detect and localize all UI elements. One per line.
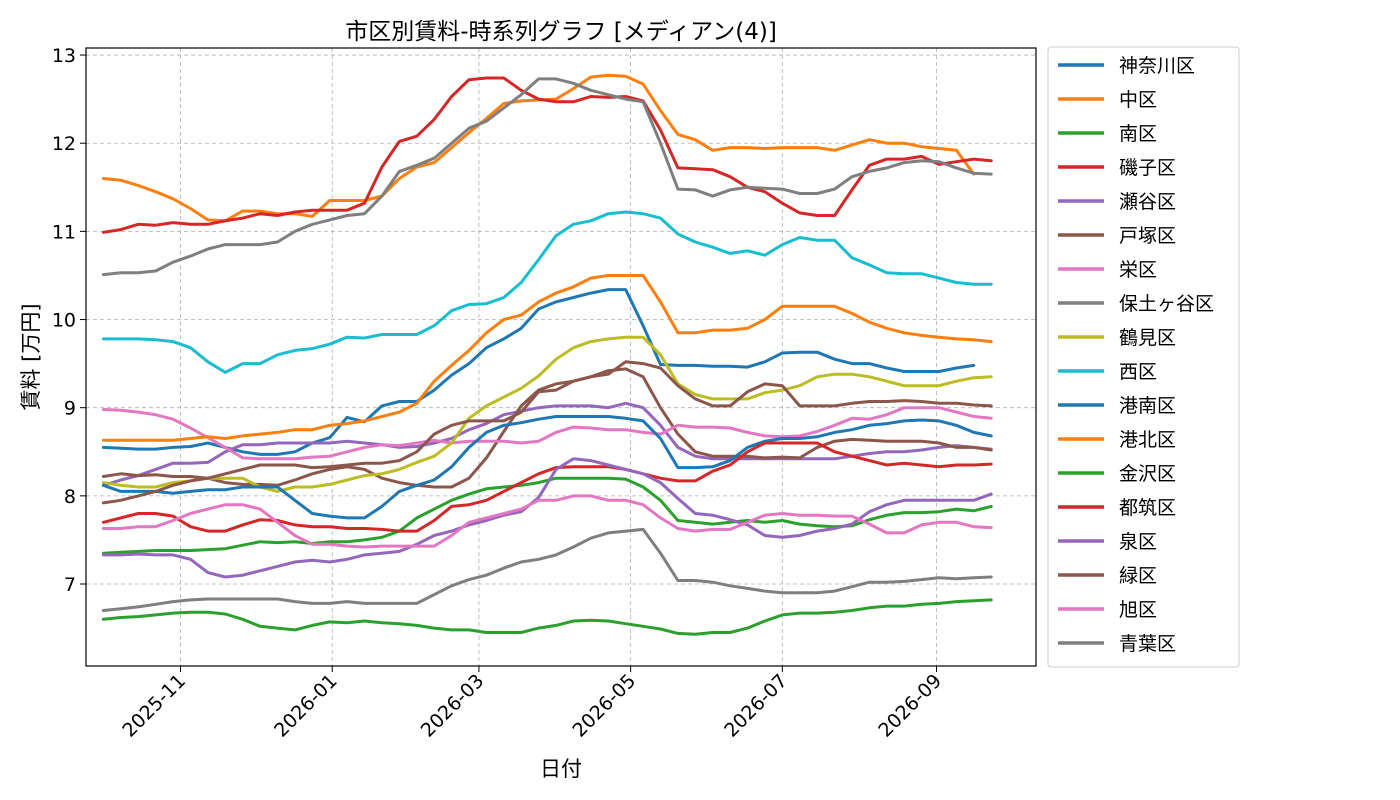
legend-label-17: 青葉区 bbox=[1119, 633, 1176, 655]
series-line-14 bbox=[101, 457, 993, 579]
legend-label-15: 緑区 bbox=[1119, 565, 1157, 587]
legend-label-13: 都筑区 bbox=[1119, 497, 1176, 519]
y-tick-label: 7 bbox=[64, 574, 76, 596]
x-tick-label: 2026-03 bbox=[417, 670, 489, 742]
legend: 神奈川区中区南区磯子区瀬谷区戸塚区栄区保土ヶ谷区鶴見区西区港南区港北区金沢区都筑… bbox=[1047, 46, 1240, 668]
series-line-6 bbox=[101, 406, 993, 461]
series-line-13 bbox=[101, 441, 993, 533]
series-line-4 bbox=[101, 401, 993, 487]
legend-label-0: 神奈川区 bbox=[1119, 55, 1195, 77]
series-line-7 bbox=[101, 77, 993, 277]
series-line-3 bbox=[101, 76, 993, 234]
series-line-5 bbox=[101, 367, 993, 489]
x-axis-label: 日付 bbox=[540, 757, 582, 781]
legend-label-12: 金沢区 bbox=[1119, 463, 1176, 485]
grid bbox=[86, 48, 1036, 666]
y-tick-label: 10 bbox=[52, 310, 76, 332]
series-line-8 bbox=[101, 335, 993, 493]
y-tick-label: 13 bbox=[52, 45, 76, 67]
legend-label-3: 磯子区 bbox=[1119, 157, 1176, 179]
series-line-15 bbox=[101, 360, 993, 505]
x-axis: 2025-11 2026-01 2026-03 2026-05 2026-07 2026-… bbox=[118, 666, 946, 742]
y-tick-label: 9 bbox=[64, 398, 76, 420]
y-tick-label: 12 bbox=[52, 133, 76, 155]
chart-title: 市区別賃料-時系列グラフ [メディアン(4)] bbox=[345, 19, 777, 45]
legend-label-9: 西区 bbox=[1119, 361, 1157, 383]
x-tick-label: 2026-01 bbox=[270, 670, 342, 742]
x-tick-label: 2025-11 bbox=[118, 670, 190, 742]
y-axis: 7 8 9 10 11 12 13 bbox=[52, 45, 86, 596]
series-line-1 bbox=[101, 73, 976, 223]
legend-label-6: 栄区 bbox=[1119, 259, 1157, 281]
y-tick-label: 11 bbox=[52, 221, 76, 243]
legend-label-4: 瀬谷区 bbox=[1119, 191, 1176, 213]
legend-label-11: 港北区 bbox=[1119, 429, 1176, 451]
series-line-17 bbox=[101, 527, 993, 612]
legend-label-8: 鶴見区 bbox=[1119, 327, 1176, 349]
series-line-11 bbox=[101, 274, 993, 442]
series-line-16 bbox=[101, 494, 993, 549]
y-axis-label: 賃料 [万円] bbox=[19, 303, 43, 410]
x-tick-label: 2026-09 bbox=[874, 670, 946, 742]
y-tick-label: 8 bbox=[64, 486, 76, 508]
x-tick-label: 2026-05 bbox=[568, 670, 640, 742]
series-lines bbox=[101, 73, 993, 636]
legend-label-5: 戸塚区 bbox=[1119, 225, 1176, 247]
series-line-0 bbox=[101, 288, 976, 456]
legend-label-7: 保土ヶ谷区 bbox=[1119, 293, 1214, 315]
series-line-9 bbox=[101, 210, 993, 374]
legend-label-1: 中区 bbox=[1119, 89, 1157, 111]
legend-label-14: 泉区 bbox=[1119, 531, 1157, 553]
series-line-10 bbox=[101, 415, 993, 520]
legend-label-16: 旭区 bbox=[1119, 599, 1157, 621]
legend-label-2: 南区 bbox=[1119, 123, 1157, 145]
series-line-12 bbox=[101, 598, 993, 636]
legend-label-10: 港南区 bbox=[1119, 395, 1176, 417]
plot-frame bbox=[85, 47, 1037, 667]
x-tick-label: 2026-07 bbox=[720, 670, 792, 742]
